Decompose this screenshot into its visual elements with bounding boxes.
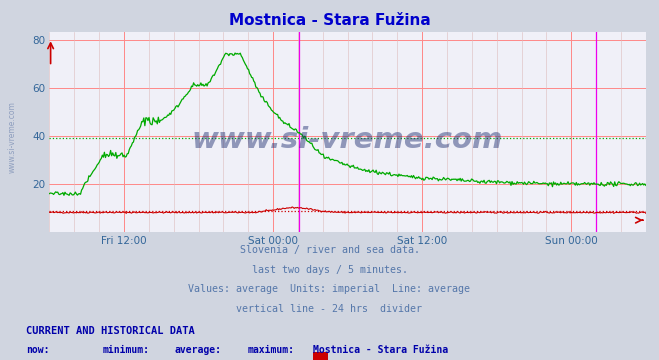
- Text: minimum:: minimum:: [102, 345, 149, 355]
- Text: maximum:: maximum:: [247, 345, 294, 355]
- Text: last two days / 5 minutes.: last two days / 5 minutes.: [252, 265, 407, 275]
- Text: Mostnica - Stara Fužina: Mostnica - Stara Fužina: [313, 345, 448, 355]
- Text: www.si-vreme.com: www.si-vreme.com: [192, 126, 503, 154]
- Text: Values: average  Units: imperial  Line: average: Values: average Units: imperial Line: av…: [188, 284, 471, 294]
- Text: www.si-vreme.com: www.si-vreme.com: [8, 101, 17, 173]
- Text: vertical line - 24 hrs  divider: vertical line - 24 hrs divider: [237, 304, 422, 314]
- Text: now:: now:: [26, 345, 50, 355]
- Text: Mostnica - Stara Fužina: Mostnica - Stara Fužina: [229, 13, 430, 28]
- Text: Slovenia / river and sea data.: Slovenia / river and sea data.: [239, 245, 420, 255]
- Text: average:: average:: [175, 345, 221, 355]
- Text: CURRENT AND HISTORICAL DATA: CURRENT AND HISTORICAL DATA: [26, 326, 195, 336]
